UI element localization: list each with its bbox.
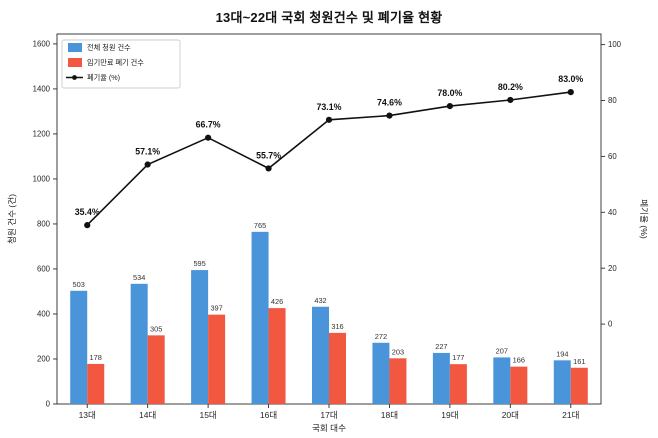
y-axis-left-tick-label: 1400: [33, 85, 51, 94]
y-axis-left-tick-label: 400: [37, 310, 51, 319]
rate-marker: [567, 89, 574, 96]
bar-value-label: 595: [193, 259, 205, 268]
bar-total-petitions: [493, 357, 511, 404]
x-axis-tick-label: 19대: [441, 410, 458, 420]
legend-item-label: 임기만료 폐기 건수: [87, 58, 144, 67]
bar-total-petitions: [372, 342, 390, 404]
bar-value-label: 534: [133, 273, 145, 282]
bar-total-petitions: [251, 231, 269, 404]
bar-expired-petitions: [268, 308, 286, 404]
rate-marker: [446, 102, 453, 110]
rate-value-label: 57.1%: [135, 147, 160, 157]
x-axis-tick-label: 21대: [562, 410, 579, 420]
x-axis-tick-label: 16대: [260, 410, 277, 420]
x-axis-tick-label: 14대: [139, 410, 156, 420]
bar-value-label: 194: [556, 349, 568, 358]
legend-swatch: [68, 58, 82, 67]
bar-value-label: 316: [331, 322, 343, 331]
rate-value-label: 66.7%: [196, 120, 221, 130]
y-axis-left-tick-label: 600: [37, 265, 51, 274]
rate-value-label: 80.2%: [498, 82, 523, 92]
bar-total-petitions: [70, 290, 88, 404]
legend-swatch: [68, 43, 82, 52]
bar-expired-petitions: [449, 364, 467, 404]
x-axis-tick-label: 17대: [320, 410, 337, 420]
bar-value-label: 272: [375, 332, 387, 341]
y-axis-right-tick-label: 100: [608, 40, 622, 49]
y-axis-left-tick-label: 1600: [33, 40, 51, 49]
rate-value-label: 83.0%: [558, 74, 583, 84]
bar-total-petitions: [432, 352, 450, 404]
legend-box: [61, 39, 181, 89]
y-axis-left-title: 청원 건수 (건): [7, 194, 17, 244]
bar-value-label: 227: [435, 342, 447, 351]
rate-value-label: 73.1%: [317, 102, 342, 112]
y-axis-left-tick-label: 0: [46, 400, 51, 409]
bar-value-label: 305: [150, 324, 162, 333]
x-axis-tick-label: 18대: [381, 410, 398, 420]
bar-expired-petitions: [389, 358, 407, 404]
y-axis-right-tick-label: 0: [608, 320, 613, 329]
bar-value-label: 426: [271, 297, 283, 306]
bar-total-petitions: [312, 306, 329, 404]
bar-value-label: 765: [254, 221, 266, 230]
bar-value-label: 177: [452, 353, 464, 362]
bar-value-label: 178: [90, 353, 102, 362]
rate-marker: [265, 165, 272, 172]
y-axis-left-tick-label: 200: [37, 355, 51, 364]
bar-expired-petitions: [87, 363, 105, 404]
bar-total-petitions: [553, 360, 571, 404]
bar-expired-petitions: [329, 332, 346, 404]
bar-expired-petitions: [208, 314, 226, 404]
rate-marker: [325, 116, 333, 123]
bar-expired-petitions: [510, 366, 528, 404]
bar-expired-petitions: [147, 335, 165, 404]
bar-value-label: 503: [73, 280, 85, 289]
rate-value-label: 74.6%: [377, 98, 402, 108]
chart-title: 13대~22대 국회 청원건수 및 폐기율 현황: [215, 10, 443, 25]
bar-value-label: 203: [392, 347, 404, 356]
x-axis-title: 국회 대수: [312, 423, 346, 433]
rate-marker: [205, 134, 212, 141]
legend-item-label: 전체 청원 건수: [87, 43, 131, 52]
legend-line-marker: [72, 75, 77, 80]
y-axis-left-tick-label: 800: [37, 220, 51, 229]
rate-marker: [386, 112, 393, 119]
y-axis-right-tick-label: 20: [608, 264, 617, 273]
bar-value-label: 166: [513, 356, 525, 365]
bar-value-label: 207: [496, 346, 508, 355]
rate-marker: [144, 161, 151, 168]
bar-value-label: 432: [314, 296, 326, 305]
rate-marker: [507, 96, 514, 104]
y-axis-right-tick-label: 80: [608, 96, 617, 105]
y-axis-right-tick-label: 60: [608, 152, 617, 161]
x-axis-tick-label: 15대: [199, 410, 216, 420]
legend-item-label: 폐기율 (%): [87, 73, 120, 82]
bar-total-petitions: [130, 283, 148, 404]
x-axis-tick-label: 20대: [502, 410, 519, 420]
bar-expired-petitions: [570, 367, 588, 404]
y-axis-left-tick-label: 1200: [33, 130, 51, 139]
x-axis-tick-label: 13대: [79, 410, 96, 420]
y-axis-right-tick-label: 40: [608, 208, 617, 217]
rate-marker: [84, 222, 91, 229]
bar-value-label: 161: [573, 357, 585, 366]
rate-value-label: 55.7%: [256, 150, 281, 160]
bar-total-petitions: [191, 270, 209, 404]
y-axis-left-tick-label: 1000: [33, 175, 51, 184]
rate-value-label: 35.4%: [75, 207, 100, 217]
bar-value-label: 397: [210, 304, 222, 313]
rate-value-label: 78.0%: [437, 88, 462, 98]
y-axis-right-title: 폐기율 (%): [639, 199, 650, 239]
